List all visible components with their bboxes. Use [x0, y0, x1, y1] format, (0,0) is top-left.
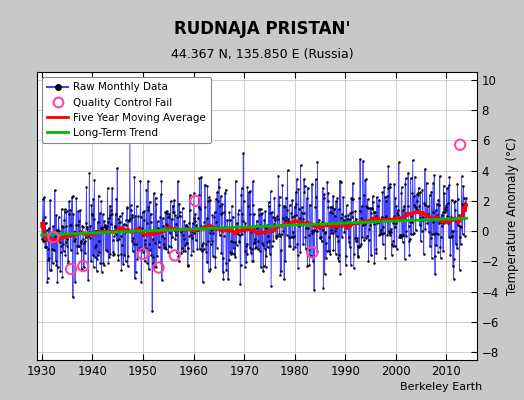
Legend: Raw Monthly Data, Quality Control Fail, Five Year Moving Average, Long-Term Tren: Raw Monthly Data, Quality Control Fail, …	[42, 77, 211, 143]
Raw Monthly Data	[463, 202, 470, 207]
Line: Five Year Moving Average: Five Year Moving Average	[42, 204, 466, 241]
Five Year Moving Average	[39, 221, 45, 226]
Five Year Moving Average	[231, 231, 237, 236]
Quality Control Fail	[171, 252, 179, 259]
Quality Control Fail	[191, 198, 200, 204]
Five Year Moving Average	[74, 231, 80, 236]
Text: RUDNAJA PRISTAN': RUDNAJA PRISTAN'	[174, 20, 350, 38]
Raw Monthly Data	[232, 240, 238, 244]
Text: 44.367 N, 135.850 E (Russia): 44.367 N, 135.850 E (Russia)	[171, 48, 353, 61]
Text: Berkeley Earth: Berkeley Earth	[400, 382, 482, 392]
Quality Control Fail	[155, 264, 163, 271]
Raw Monthly Data	[264, 223, 270, 228]
Five Year Moving Average	[463, 202, 470, 207]
Five Year Moving Average	[53, 239, 59, 244]
Five Year Moving Average	[463, 202, 469, 207]
Raw Monthly Data	[149, 309, 155, 314]
Quality Control Fail	[67, 266, 75, 272]
Quality Control Fail	[456, 142, 464, 148]
Quality Control Fail	[139, 251, 147, 257]
Five Year Moving Average	[455, 219, 461, 224]
Y-axis label: Temperature Anomaly (°C): Temperature Anomaly (°C)	[506, 137, 519, 295]
Five Year Moving Average	[186, 226, 192, 231]
Quality Control Fail	[308, 249, 316, 256]
Line: Raw Monthly Data: Raw Monthly Data	[40, 138, 467, 312]
Raw Monthly Data	[127, 137, 133, 142]
Raw Monthly Data	[187, 193, 193, 198]
Quality Control Fail	[49, 234, 58, 240]
Raw Monthly Data	[39, 221, 45, 226]
Five Year Moving Average	[264, 229, 270, 234]
Quality Control Fail	[79, 263, 88, 269]
Raw Monthly Data	[73, 244, 80, 249]
Raw Monthly Data	[453, 218, 460, 222]
Raw Monthly Data	[455, 223, 462, 228]
Five Year Moving Average	[453, 217, 460, 222]
